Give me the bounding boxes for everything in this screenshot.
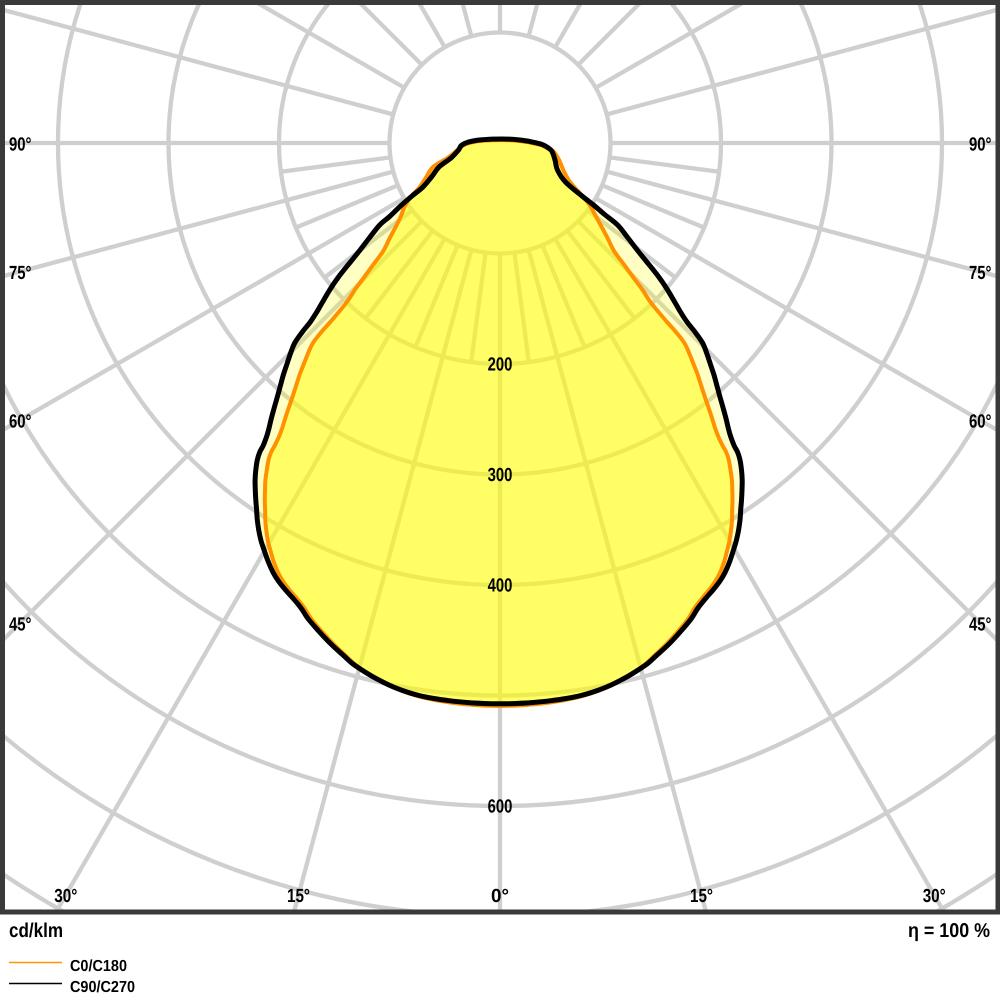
svg-text:90°: 90° (9, 135, 32, 156)
svg-text:15°: 15° (690, 886, 713, 907)
svg-text:45°: 45° (9, 615, 32, 636)
svg-text:60°: 60° (969, 412, 992, 433)
svg-text:15°: 15° (287, 886, 310, 907)
svg-text:30°: 30° (923, 886, 946, 907)
svg-text:C90/C270: C90/C270 (70, 979, 135, 996)
svg-text:45°: 45° (969, 615, 992, 636)
svg-text:60°: 60° (9, 412, 32, 433)
svg-text:η = 100 %: η = 100 % (908, 920, 990, 942)
svg-text:C0/C180: C0/C180 (70, 958, 127, 975)
svg-text:30°: 30° (54, 886, 77, 907)
svg-text:400: 400 (488, 576, 513, 597)
svg-text:300: 300 (488, 465, 513, 486)
svg-text:75°: 75° (9, 263, 32, 284)
svg-text:200: 200 (488, 355, 513, 376)
svg-text:90°: 90° (969, 135, 992, 156)
svg-text:75°: 75° (969, 263, 992, 284)
svg-text:0°: 0° (491, 886, 509, 907)
svg-text:600: 600 (488, 797, 513, 818)
svg-text:cd/klm: cd/klm (9, 920, 63, 942)
